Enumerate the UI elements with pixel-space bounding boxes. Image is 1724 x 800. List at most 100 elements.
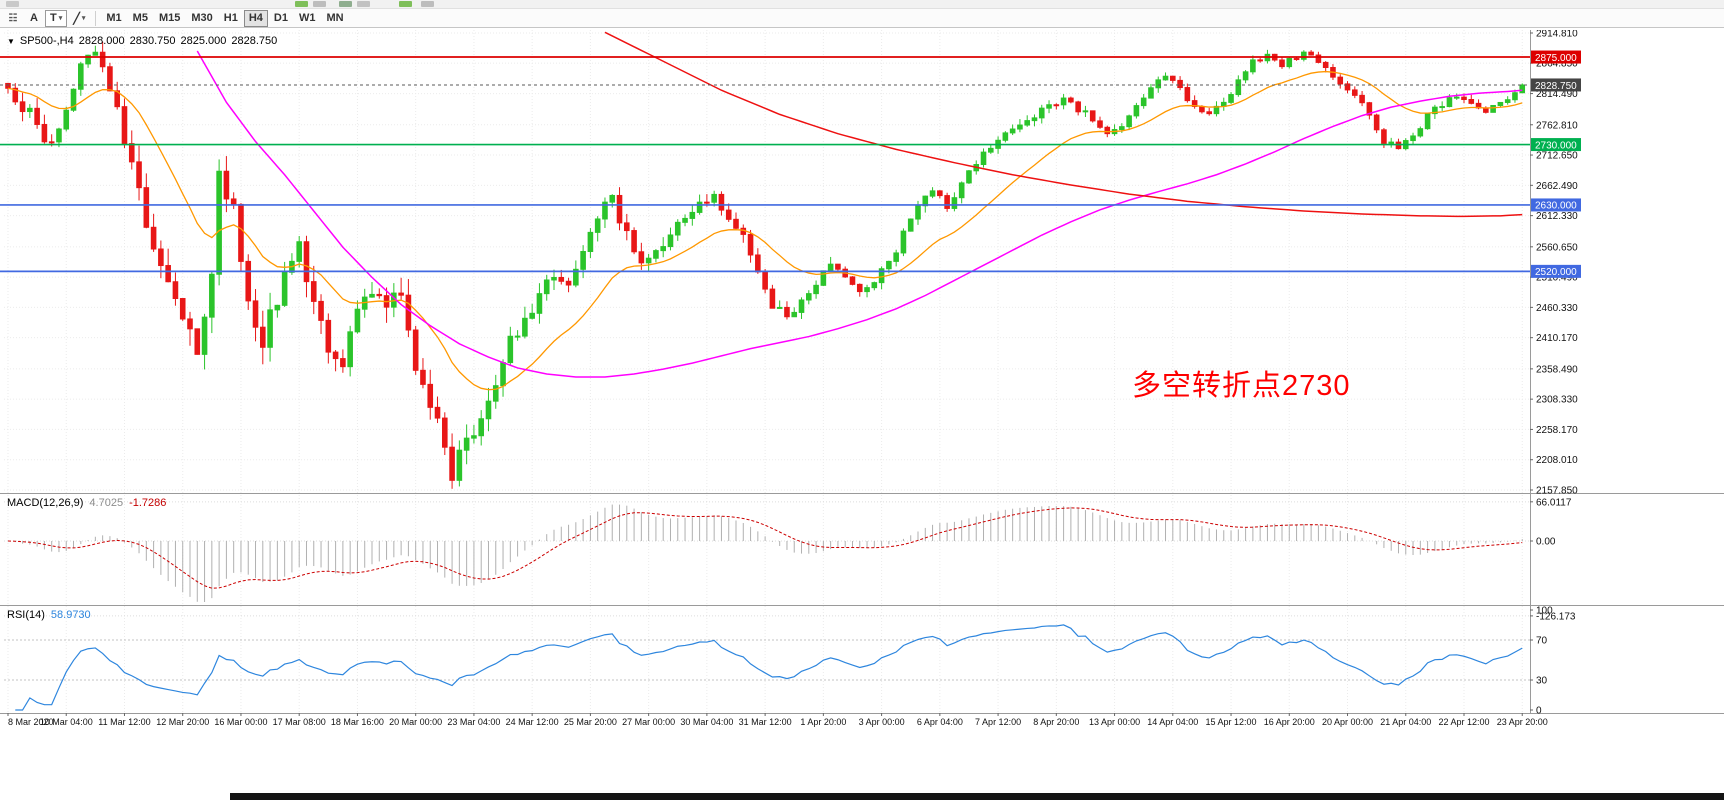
svg-text:30 Mar 04:00: 30 Mar 04:00 bbox=[680, 717, 733, 727]
svg-text:20 Apr 00:00: 20 Apr 00:00 bbox=[1322, 717, 1373, 727]
svg-text:2864.850: 2864.850 bbox=[1536, 59, 1578, 70]
timeframe-m5-button[interactable]: M5 bbox=[128, 10, 153, 27]
svg-text:2358.490: 2358.490 bbox=[1536, 364, 1578, 375]
svg-text:18 Mar 16:00: 18 Mar 16:00 bbox=[331, 717, 384, 727]
rsi-title: RSI(14) bbox=[7, 609, 45, 621]
clipped-icon bbox=[313, 1, 326, 7]
gridlines bbox=[4, 30, 1530, 713]
timeframe-m15-button[interactable]: M15 bbox=[154, 10, 185, 27]
svg-text:23 Apr 20:00: 23 Apr 20:00 bbox=[1497, 717, 1548, 727]
panel-separators bbox=[0, 30, 1724, 714]
high-value: 2830.750 bbox=[129, 35, 176, 47]
clipped-icon bbox=[339, 1, 352, 7]
svg-text:22 Apr 12:00: 22 Apr 12:00 bbox=[1438, 717, 1489, 727]
svg-text:7 Apr 12:00: 7 Apr 12:00 bbox=[975, 717, 1021, 727]
ma-magenta-line bbox=[196, 50, 1523, 378]
svg-text:2662.490: 2662.490 bbox=[1536, 181, 1578, 192]
clipped-icon bbox=[357, 1, 370, 7]
timeframe-m30-button[interactable]: M30 bbox=[186, 10, 217, 27]
svg-text:27 Mar 00:00: 27 Mar 00:00 bbox=[622, 717, 675, 727]
clipped-icon bbox=[6, 1, 19, 7]
svg-text:66.0117: 66.0117 bbox=[1536, 497, 1572, 508]
svg-text:6 Apr 04:00: 6 Apr 04:00 bbox=[917, 717, 963, 727]
font-tool-button[interactable]: A bbox=[24, 10, 44, 27]
chart-text-annotation: 多空转折点2730 bbox=[1132, 370, 1351, 402]
svg-text:16 Mar 00:00: 16 Mar 00:00 bbox=[214, 717, 267, 727]
moving-averages bbox=[7, 31, 1523, 391]
svg-text:16 Apr 20:00: 16 Apr 20:00 bbox=[1264, 717, 1315, 727]
svg-text:8 Mar 2020: 8 Mar 2020 bbox=[8, 717, 54, 727]
svg-text:2308.330: 2308.330 bbox=[1536, 395, 1578, 406]
svg-text:2258.170: 2258.170 bbox=[1536, 425, 1578, 436]
clipped-toolbar-row bbox=[0, 0, 1724, 9]
svg-text:2814.490: 2814.490 bbox=[1536, 89, 1578, 100]
svg-text:2208.010: 2208.010 bbox=[1536, 455, 1578, 466]
rsi-value: 58.9730 bbox=[50, 609, 91, 621]
timeframe-m1-button[interactable]: M1 bbox=[101, 10, 126, 27]
timeframe-mn-button[interactable]: MN bbox=[321, 10, 348, 27]
timeframe-d1-button[interactable]: D1 bbox=[269, 10, 293, 27]
svg-text:2630.000: 2630.000 bbox=[1535, 201, 1577, 212]
macd-main-value: 4.7025 bbox=[89, 497, 124, 509]
svg-text:1 Apr 20:00: 1 Apr 20:00 bbox=[800, 717, 846, 727]
grid-icon: ☷ bbox=[8, 12, 18, 24]
timeframe-w1-button[interactable]: W1 bbox=[294, 10, 321, 27]
text-tool-label: T bbox=[50, 12, 57, 24]
svg-text:-126.173: -126.173 bbox=[1536, 611, 1576, 622]
svg-text:2828.750: 2828.750 bbox=[1535, 81, 1577, 92]
taskbar-edge bbox=[230, 793, 1724, 800]
chart-region: 2914.810 2864.850 2814.490 2762.810 2712.650… bbox=[0, 30, 1724, 800]
svg-text:10 Mar 04:00: 10 Mar 04:00 bbox=[40, 717, 93, 727]
clipped-icon bbox=[399, 1, 412, 7]
svg-text:20 Mar 00:00: 20 Mar 00:00 bbox=[389, 717, 442, 727]
svg-text:100: 100 bbox=[1536, 606, 1553, 617]
chevron-down-icon: ▾ bbox=[81, 15, 86, 22]
svg-text:23 Mar 04:00: 23 Mar 04:00 bbox=[447, 717, 500, 727]
svg-text:11 Mar 12:00: 11 Mar 12:00 bbox=[98, 717, 150, 727]
rsi-panel bbox=[4, 624, 1530, 711]
svg-text:2510.490: 2510.490 bbox=[1536, 273, 1578, 284]
chart-ohlc-header: ▼ SP500-,H4 2828.000 2830.750 2825.000 2828.7… bbox=[7, 35, 282, 47]
svg-text:0: 0 bbox=[1536, 706, 1542, 717]
svg-text:30: 30 bbox=[1536, 676, 1548, 687]
line-tools-button[interactable]: ╱ ▾ bbox=[68, 10, 90, 27]
toolbar-separator bbox=[95, 10, 97, 26]
macd-indicator-label: MACD(12,26,9) 4.7025 -1.7286 bbox=[7, 497, 166, 509]
svg-text:2157.850: 2157.850 bbox=[1536, 486, 1578, 497]
price-axis[interactable]: 2914.810 2864.850 2814.490 2762.810 2712.650… bbox=[1530, 30, 1581, 717]
collapse-triangle-icon[interactable]: ▼ bbox=[7, 37, 15, 46]
chart-canvas[interactable]: 2914.810 2864.850 2814.490 2762.810 2712.650… bbox=[0, 30, 1724, 800]
rsi-line bbox=[15, 624, 1523, 711]
svg-text:2560.650: 2560.650 bbox=[1536, 242, 1578, 253]
level-price-tag bbox=[1531, 138, 1581, 152]
svg-text:17 Mar 08:00: 17 Mar 08:00 bbox=[273, 717, 326, 727]
svg-text:2730.000: 2730.000 bbox=[1535, 140, 1577, 151]
svg-text:12 Mar 20:00: 12 Mar 20:00 bbox=[156, 717, 209, 727]
horizontal-level-lines bbox=[0, 56, 1530, 273]
macd-panel bbox=[4, 501, 1530, 617]
toolbar: ☷ A T ▾ ╱ ▾ M1 M5 M15 M30 H1 H4 D1 W1 MN bbox=[0, 9, 1724, 28]
text-tool-button[interactable]: T ▾ bbox=[45, 9, 68, 27]
svg-text:2520.000: 2520.000 bbox=[1535, 267, 1577, 278]
clipped-icon bbox=[295, 1, 308, 7]
level-price-tag bbox=[1531, 264, 1581, 278]
svg-text:2762.810: 2762.810 bbox=[1536, 120, 1578, 131]
symbols-list-button[interactable]: ☷ bbox=[3, 10, 23, 27]
ma-red-line bbox=[604, 31, 1523, 218]
svg-text:2460.330: 2460.330 bbox=[1536, 303, 1578, 314]
chevron-down-icon: ▾ bbox=[58, 15, 63, 22]
timeframe-h4-button[interactable]: H4 bbox=[243, 9, 268, 27]
timeframe-h1-button[interactable]: H1 bbox=[219, 10, 243, 27]
svg-text:21 Apr 04:00: 21 Apr 04:00 bbox=[1380, 717, 1431, 727]
svg-text:24 Mar 12:00: 24 Mar 12:00 bbox=[506, 717, 559, 727]
svg-text:0.00: 0.00 bbox=[1536, 537, 1556, 548]
svg-text:13 Apr 00:00: 13 Apr 00:00 bbox=[1089, 717, 1140, 727]
svg-text:2914.810: 2914.810 bbox=[1536, 30, 1578, 40]
rsi-indicator-label: RSI(14) 58.9730 bbox=[7, 609, 91, 621]
svg-text:15 Apr 12:00: 15 Apr 12:00 bbox=[1206, 717, 1257, 727]
svg-text:2712.650: 2712.650 bbox=[1536, 151, 1578, 162]
svg-text:31 Mar 12:00: 31 Mar 12:00 bbox=[739, 717, 792, 727]
macd-signal-line bbox=[7, 507, 1523, 589]
